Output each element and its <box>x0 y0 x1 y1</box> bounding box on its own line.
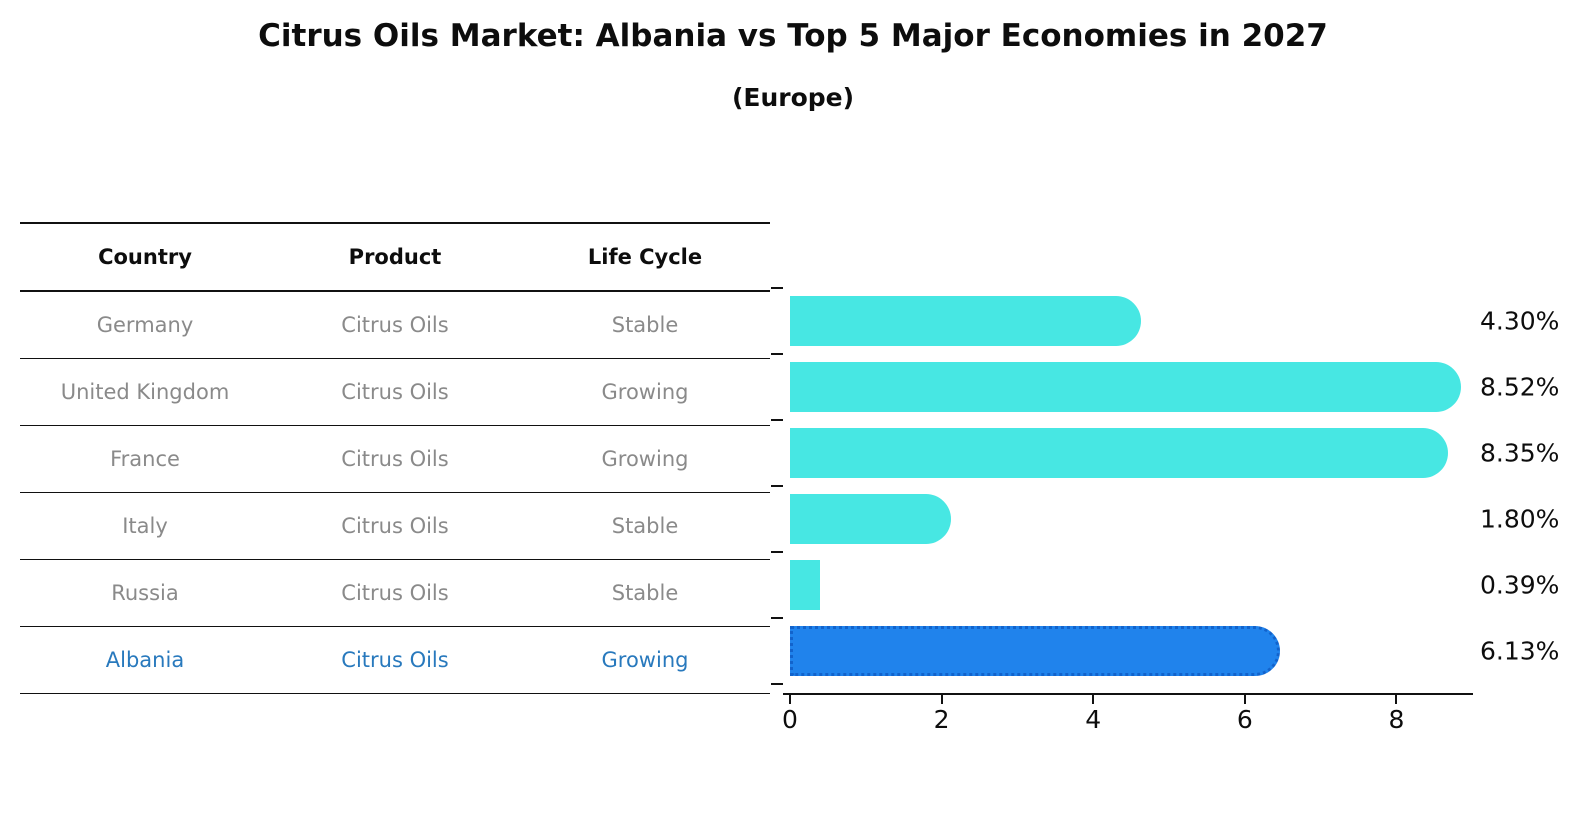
x-axis-tick <box>789 695 791 704</box>
country-table: Country Product Life Cycle Germany Citrus… <box>20 222 770 694</box>
y-axis-tick <box>771 287 783 289</box>
x-axis-tick-label: 8 <box>1388 705 1405 734</box>
table-header-product: Product <box>348 245 442 269</box>
table-header-life-cycle: Life Cycle <box>587 245 703 269</box>
y-axis-tick <box>771 419 783 421</box>
bar-albania <box>790 626 1280 676</box>
table-cell-country: France <box>110 447 180 471</box>
bar-chart-plot-area <box>790 288 1472 684</box>
x-axis-tick <box>1243 695 1246 704</box>
bar-value-label: 6.13% <box>1480 636 1560 666</box>
x-axis-line <box>783 693 1473 696</box>
x-axis-tick <box>940 695 943 704</box>
x-axis-tick-label: 4 <box>1085 705 1102 734</box>
bar-value-label: 4.30% <box>1480 306 1560 336</box>
table-cell-life-cycle: Growing <box>601 648 689 672</box>
bar-value-label: 1.80% <box>1480 504 1560 534</box>
table-row: Italy Citrus Oils Stable <box>20 493 770 560</box>
table-row: Germany Citrus Oils Stable <box>20 292 770 359</box>
table-cell-life-cycle: Stable <box>611 514 679 538</box>
table-cell-product: Citrus Oils <box>341 313 449 337</box>
chart-title: Citrus Oils Market: Albania vs Top 5 Maj… <box>258 18 1328 54</box>
table-cell-product: Citrus Oils <box>341 514 449 538</box>
table-cell-country: United Kingdom <box>60 380 230 404</box>
table-header-country: Country <box>98 245 192 269</box>
table-cell-country: Germany <box>96 313 194 337</box>
x-axis-tick <box>1092 695 1095 704</box>
bar-russia <box>790 560 820 610</box>
table-header-row: Country Product Life Cycle <box>20 222 770 292</box>
table-cell-life-cycle: Stable <box>611 581 679 605</box>
x-axis-tick-label: 0 <box>782 705 798 734</box>
y-axis-tick <box>771 617 783 619</box>
bar-france <box>790 428 1448 478</box>
bar-value-label: 8.35% <box>1480 438 1560 468</box>
bar-italy <box>790 494 952 544</box>
table-row: United Kingdom Citrus Oils Growing <box>20 359 770 426</box>
table-cell-country: Albania <box>105 648 185 672</box>
table-cell-life-cycle: Growing <box>601 380 689 404</box>
table-row: Albania Citrus Oils Growing <box>20 627 770 694</box>
chart-subtitle: (Europe) <box>731 83 855 112</box>
y-axis-tick <box>771 683 783 685</box>
table-cell-life-cycle: Stable <box>611 313 679 337</box>
table-cell-country: Russia <box>111 581 179 605</box>
table-cell-product: Citrus Oils <box>341 648 449 672</box>
table-row: Russia Citrus Oils Stable <box>20 560 770 627</box>
bar-united-kingdom <box>790 362 1461 412</box>
bar-value-label: 0.39% <box>1480 570 1560 600</box>
y-axis-tick <box>771 551 783 553</box>
bar-value-label: 8.52% <box>1480 372 1560 402</box>
table-cell-product: Citrus Oils <box>341 380 449 404</box>
x-axis-tick-label: 6 <box>1236 705 1253 734</box>
table-body: Germany Citrus Oils Stable United Kingdom Ci… <box>20 292 770 694</box>
x-axis-tick-label: 2 <box>933 705 950 734</box>
bar-germany <box>790 296 1141 346</box>
x-axis-tick <box>1395 695 1398 704</box>
table-cell-product: Citrus Oils <box>341 447 449 471</box>
table-cell-country: Italy <box>122 514 168 538</box>
table-cell-product: Citrus Oils <box>341 581 449 605</box>
y-axis-tick <box>771 485 783 487</box>
table-row: France Citrus Oils Growing <box>20 426 770 493</box>
y-axis-tick <box>771 353 783 355</box>
table-cell-life-cycle: Growing <box>601 447 689 471</box>
